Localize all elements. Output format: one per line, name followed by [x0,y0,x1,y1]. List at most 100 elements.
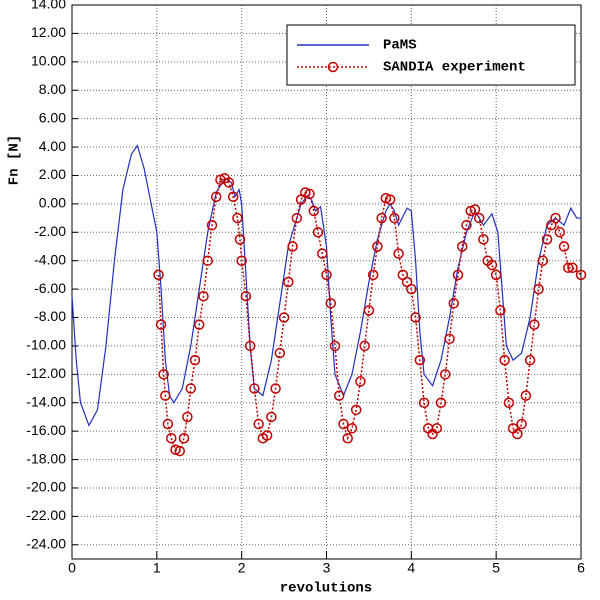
data-point [287,241,298,252]
y-tick-label: 6.00 [39,109,66,125]
data-point [456,241,468,252]
data-point [162,418,174,430]
y-tick-label: -4.00 [34,251,66,267]
y-tick-label: -18.00 [26,450,66,466]
data-point [266,411,277,423]
x-tick-label: 3 [323,560,331,576]
data-point [418,397,430,408]
data-point [312,227,324,238]
data-point [304,188,315,200]
data-point [554,227,566,238]
data-point [495,305,506,316]
data-point [537,255,549,266]
data-point [486,259,498,271]
data-point [308,205,320,217]
data-point [435,397,447,408]
data-point [206,219,218,231]
x-tick-label: 2 [238,560,246,576]
legend-label: PaMS [383,38,417,54]
data-point [155,319,167,330]
y-tick-label: -14.00 [26,393,66,409]
y-tick-label: -24.00 [26,535,66,551]
y-tick-label: -2.00 [34,223,66,239]
data-point [166,433,177,444]
y-tick-label: -16.00 [26,422,66,438]
data-point [202,255,213,266]
data-point [414,354,426,366]
data-point [499,354,510,366]
data-point [274,347,286,359]
x-tick-label: 1 [153,560,161,576]
data-point [533,283,544,295]
y-tick-label: 8.00 [39,81,66,97]
x-tick-label: 4 [407,560,415,576]
data-point [278,312,290,323]
data-point [350,404,362,416]
data-point [253,418,264,430]
data-point [550,212,561,224]
data-point [520,390,532,401]
data-point [182,411,193,423]
y-tick-label: -6.00 [34,280,66,296]
data-point [575,269,587,281]
data-point [346,423,358,434]
data-point [240,290,252,302]
data-point [490,269,502,281]
legend-label: SANDIA experiment [383,60,526,76]
data-point [158,369,169,380]
y-tick-label: 14.00 [31,0,66,12]
data-point [478,234,489,245]
data-point [236,255,247,266]
data-point [283,276,294,288]
y-axis-label: Fn [N] [7,135,23,185]
data-point [448,298,459,309]
y-tick-label: -8.00 [34,308,66,324]
plot-frame [71,4,582,560]
data-point [389,212,400,224]
data-point [524,354,536,366]
y-tick-label: -12.00 [26,365,66,381]
y-tick-label: 12.00 [31,24,66,40]
data-point [461,219,472,231]
data-point [563,262,574,274]
data-point [376,212,387,224]
data-point [516,418,527,430]
data-point [194,319,205,330]
x-tick-label: 0 [68,560,76,576]
data-point [189,354,201,366]
data-point [541,234,553,245]
y-tick-label: -22.00 [26,507,66,523]
data-point [359,340,370,352]
data-point [291,212,303,224]
data-point [355,376,366,387]
legend-marker [327,61,339,73]
data-point [234,234,246,245]
x-tick-label: 5 [492,560,500,576]
data-point [249,383,260,394]
data-point [270,383,281,394]
data-point [410,312,421,323]
data-point [227,191,239,203]
data-point [367,269,379,281]
data-point [363,305,375,316]
data-point [431,423,443,434]
data-point [198,290,209,302]
y-tick-label: -20.00 [26,479,66,495]
x-axis-label: revolutions [280,581,372,597]
data-point [529,319,540,330]
data-point [317,248,328,259]
data-point [372,241,383,252]
data-point [503,397,515,408]
data-point [473,212,485,224]
data-point [452,269,464,281]
y-tick-label: 0.00 [39,195,66,211]
legend-box [286,24,576,86]
y-tick-label: -10.00 [26,337,66,353]
data-point [406,283,417,295]
y-tick-label: 4.00 [39,138,66,154]
data-point [338,418,349,430]
data-point [153,269,164,281]
data-point [244,340,256,352]
data-point [444,333,455,345]
data-point [333,390,345,401]
